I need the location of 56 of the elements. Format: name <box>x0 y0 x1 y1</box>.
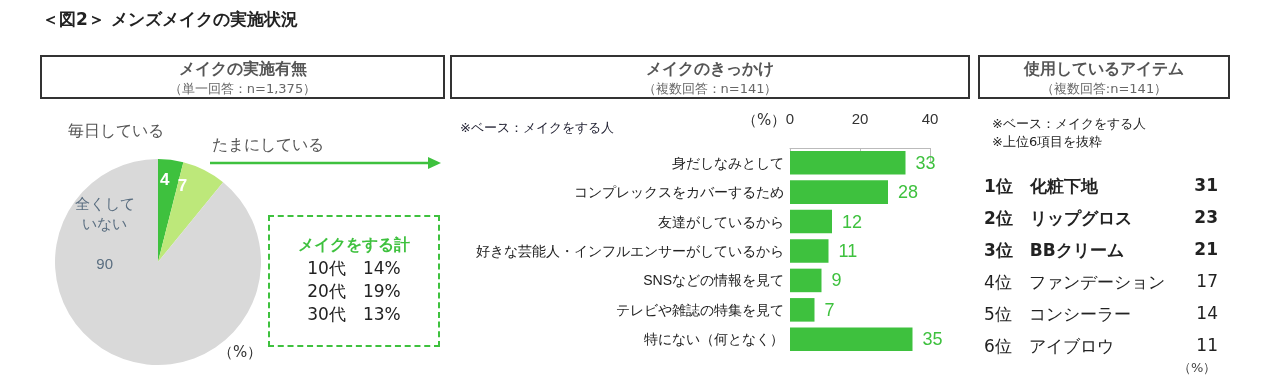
data-label: 7 <box>824 299 835 320</box>
callout-box: メイクをする計 10代 14% 20代 19% 30代 13% <box>268 215 440 347</box>
data-label: 90 <box>96 254 114 272</box>
bar <box>790 298 815 322</box>
y-tick-label: SNSなどの情報を見て <box>643 272 784 289</box>
data-label: 11 <box>838 241 858 261</box>
data-label: 33 <box>915 152 936 173</box>
data-label: 7 <box>177 175 188 195</box>
data-label: 11 <box>1195 335 1218 355</box>
data-label: 4 <box>160 170 171 190</box>
text: ※上位6項目を抜粋 <box>992 133 1103 151</box>
y-tick-label: 好きな芸能人・インフルエンサーがしているから <box>476 243 784 259</box>
slice-label: 全くしていない <box>74 194 135 232</box>
data-label: 21 <box>1193 239 1218 259</box>
y-tick-label: 特にない（何となく） <box>644 331 784 348</box>
y-tick-label: 友達がしているから <box>658 213 784 230</box>
chart-title: メイクのきっかけ <box>645 59 775 80</box>
text: （%） <box>218 343 263 362</box>
category-label: 3位 BBクリーム <box>984 239 1124 262</box>
category-label: 5位 コンシーラー <box>984 303 1131 326</box>
data-label: 14 <box>1195 303 1218 323</box>
x-tick-label: 0 <box>785 110 795 127</box>
data-label: 23 <box>1193 207 1218 227</box>
bar <box>790 239 829 263</box>
text: （%） <box>1178 359 1217 377</box>
y-tick-label: コンプレックスをカバーするため <box>574 184 784 201</box>
chart-title: メイクの実施有無 <box>177 59 308 80</box>
category-label: 2位 リップグロス <box>984 207 1132 230</box>
y-tick-label: 身だしなみとして <box>672 154 784 171</box>
bar <box>790 150 906 175</box>
text: ※ベース：メイクをする人 <box>460 119 614 137</box>
text: ＜図2＞ メンズメイクの実施状況 <box>42 8 298 31</box>
data-label: 28 <box>898 182 919 203</box>
text: （複数回答:n=141） <box>1039 80 1169 98</box>
category-label: 6位 アイブロウ <box>984 335 1114 358</box>
chart-subtitle: （単一回答：n=1,375） <box>167 80 318 98</box>
x-tick-label: 40 <box>921 110 939 127</box>
x-axis-title: （%） <box>742 111 787 130</box>
text: 使用しているアイテム <box>1022 59 1185 80</box>
text: ※ベース：メイクをする人 <box>992 115 1146 133</box>
category-label: 1位 化粧下地 <box>984 175 1098 198</box>
data-label: 31 <box>1193 175 1218 195</box>
data-label: 9 <box>831 270 842 291</box>
slice-label: 毎日している <box>68 121 164 142</box>
y-tick-label: テレビや雑誌の特集を見て <box>616 301 784 318</box>
bar <box>790 327 913 352</box>
x-tick-label: 20 <box>851 110 869 127</box>
category-label: 4位 ファンデーション <box>984 271 1165 294</box>
data-label: 12 <box>842 211 863 232</box>
chart-subtitle: （複数回答：n=141） <box>641 80 779 98</box>
data-label: 35 <box>922 329 943 350</box>
bar <box>790 209 832 234</box>
slice-label: たまにしている <box>212 135 324 156</box>
bar <box>790 268 822 293</box>
data-label: 17 <box>1195 271 1218 291</box>
bar <box>790 180 888 204</box>
